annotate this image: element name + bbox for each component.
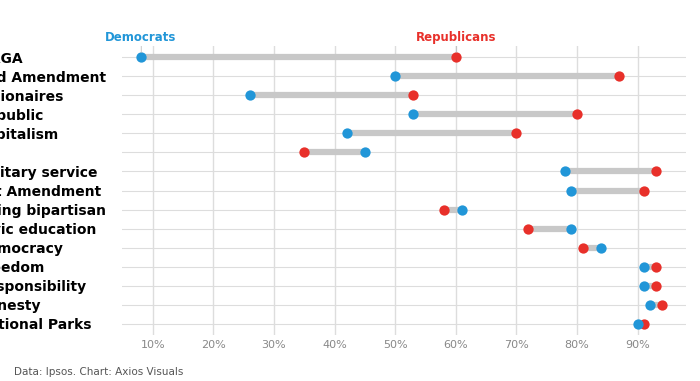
Point xyxy=(638,187,649,194)
Point xyxy=(656,302,667,308)
Point xyxy=(566,187,577,194)
Point xyxy=(638,283,649,289)
Point xyxy=(299,149,310,155)
Point xyxy=(614,73,625,79)
Point xyxy=(559,168,570,174)
Text: |: | xyxy=(139,46,142,53)
Point xyxy=(407,111,419,117)
Point xyxy=(523,226,534,232)
Point xyxy=(450,54,461,60)
Point xyxy=(650,168,662,174)
Point xyxy=(571,111,582,117)
Point xyxy=(359,149,370,155)
Point xyxy=(596,245,607,251)
Point xyxy=(638,321,649,327)
Point xyxy=(456,207,468,213)
Point xyxy=(511,130,522,136)
Point xyxy=(578,245,589,251)
Point xyxy=(650,283,662,289)
Point xyxy=(644,302,655,308)
Point xyxy=(650,264,662,270)
Point xyxy=(407,92,419,98)
Point xyxy=(244,92,256,98)
Text: Data: Ipsos. Chart: Axios Visuals: Data: Ipsos. Chart: Axios Visuals xyxy=(14,367,183,377)
Point xyxy=(341,130,352,136)
Point xyxy=(638,264,649,270)
Point xyxy=(135,54,146,60)
Point xyxy=(632,321,643,327)
Text: |: | xyxy=(454,46,457,53)
Text: Republicans: Republicans xyxy=(416,31,496,44)
Point xyxy=(438,207,449,213)
Text: Democrats: Democrats xyxy=(105,31,176,44)
Point xyxy=(390,73,401,79)
Point xyxy=(566,226,577,232)
